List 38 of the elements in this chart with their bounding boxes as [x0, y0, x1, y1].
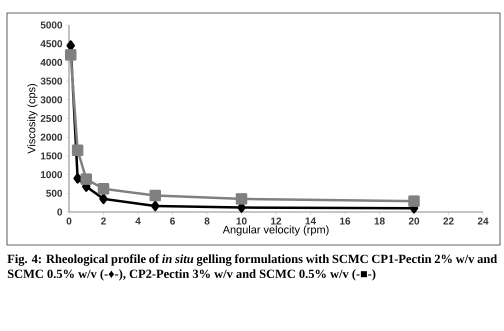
x-tick-label: 24 [478, 218, 488, 224]
x-tick-label: 8 [204, 218, 210, 225]
x-tick-label: 18 [374, 218, 385, 225]
x-tick-label: 10 [236, 218, 247, 225]
point [80, 173, 92, 185]
y-tick-label: 3000 [40, 96, 62, 104]
x-tick-label: 0 [66, 218, 72, 225]
point [73, 173, 82, 184]
y-tick-label: 4500 [40, 40, 62, 48]
y-tick-label: 2500 [40, 114, 62, 122]
x-tick-label: 2 [101, 218, 106, 224]
y-tick-label: 3500 [40, 78, 62, 85]
y-axis-title: Viscosity (cps) [27, 84, 38, 154]
x-tick-label: 14 [306, 218, 316, 224]
point [72, 144, 84, 156]
point [408, 195, 420, 207]
y-tick-label: 4000 [40, 58, 62, 66]
caption: Fig. 4: Rheological profile of in situ gelling formulations with SCMC CP1-Pectin 2% w/v and SCMC 0.5% w/v (-♦-), CP2-Pectin 3% w/v and SCMC 0.5% w/v (-■-) [7, 254, 498, 281]
point [99, 194, 108, 204]
y-tick-label: 1000 [40, 171, 62, 178]
x-tick-label: 6 [170, 218, 175, 225]
point [150, 190, 162, 202]
point [64, 49, 76, 61]
x-tick-label: 4 [135, 218, 141, 224]
x-tick-label: 16 [340, 218, 350, 225]
point [236, 193, 248, 205]
x-tick-label: 20 [408, 218, 420, 225]
x-axis-title: Angular velocity (rpm) [222, 225, 329, 236]
y-tick-label: 0 [57, 208, 62, 216]
point [66, 40, 75, 51]
point [98, 183, 110, 195]
point [151, 200, 160, 212]
y-tick-label: 1500 [40, 152, 62, 160]
y-tick-label: 500 [46, 190, 62, 197]
y-tick-label: 5000 [40, 21, 62, 29]
x-tick-label: 12 [271, 218, 282, 224]
x-tick-label: 22 [443, 218, 454, 224]
y-tick-label: 2000 [40, 134, 62, 141]
